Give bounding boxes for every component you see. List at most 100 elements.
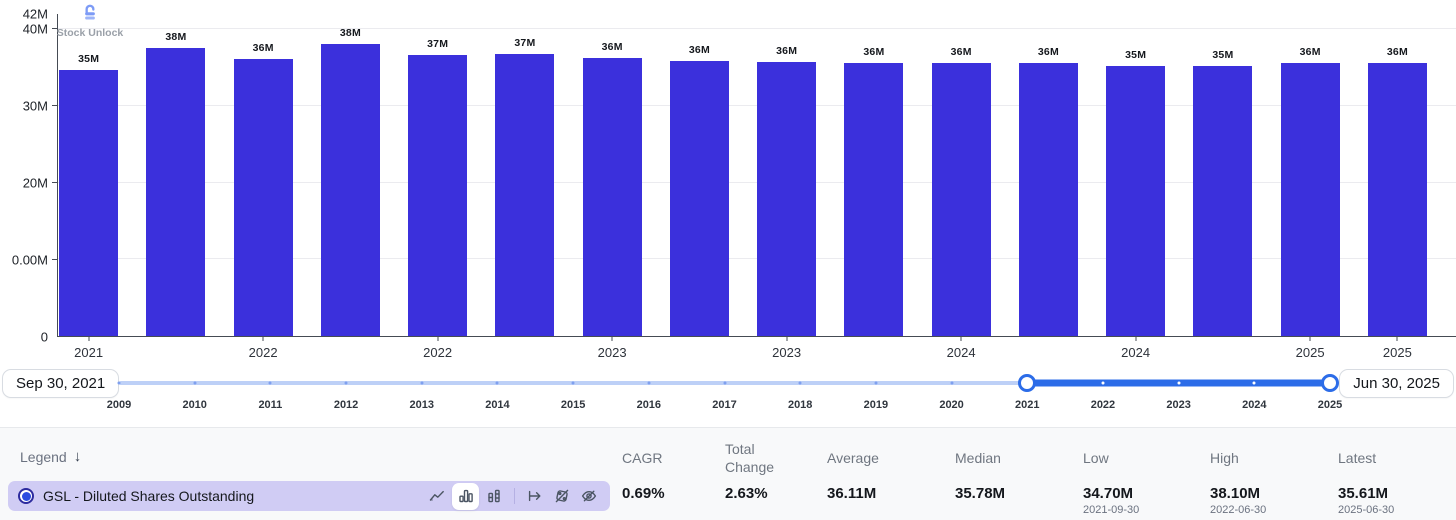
slider-year-dot [117,381,121,385]
bar-2022-03-31[interactable] [233,59,293,336]
sort-descending-icon[interactable]: ↓ [73,448,82,465]
bar-2023-09-30[interactable] [757,62,817,336]
slider-year-label: 2010 [182,399,207,411]
bar-2024-03-31[interactable] [931,63,991,336]
x-axis-label: 2023 [772,345,802,360]
slider-year-dot [495,381,499,385]
y-axis-label: 0.00M [11,252,48,268]
slider-year-dot [647,381,651,385]
series-radio-dot [21,491,31,501]
slider-year-label: 2015 [560,399,586,411]
x-axis-label: 2024 [1121,345,1151,360]
bar-2022-06-30[interactable] [320,43,380,336]
bar-value-label: 36M [776,45,798,58]
slider-year-dot [1101,381,1105,385]
bar-2021-12-31[interactable] [146,47,206,336]
x-tick-mark [1309,336,1311,341]
bar-2023-06-30[interactable] [669,60,729,336]
slider-year-dot [1177,381,1181,385]
bar-value-label: 36M [688,43,710,56]
column-header-low: Low [1083,450,1109,466]
x-tick-mark [437,336,439,341]
bar-2022-09-30[interactable] [408,55,468,336]
series-radio[interactable] [18,488,34,504]
bar-slot: 37M [394,14,481,336]
column-header-total-change: Total Change [725,441,775,475]
right-axis-arrow-icon[interactable] [523,484,547,508]
bar-2024-12-31[interactable] [1193,65,1253,336]
stat-high: 38.10M [1210,485,1261,502]
y-axis-label: 20M [22,175,48,191]
slider-year-label: 2012 [333,399,359,411]
bar-2024-06-30[interactable] [1018,62,1078,336]
bar-value-label: 35M [78,52,100,65]
series-label: GSL - Diluted Shares Outstanding [43,488,255,504]
bar-2023-12-31[interactable] [844,63,904,336]
bar-slot: 38M [307,14,394,336]
bar-2021-09-30[interactable] [59,69,119,336]
slider-year-dot [1252,381,1256,385]
y-axis: 42M 40M 30M 20M 0.00M 0 [0,7,57,345]
brand-watermark: Stock Unlock [56,2,124,39]
chart-region: 42M 40M 30M 20M 0.00M 0 35M 38M 36M 38M 37M 37M 36M… [0,2,1456,366]
bar-value-label: 36M [863,46,885,59]
bar-slot: 35M [1179,14,1266,336]
hide-series-icon[interactable] [577,484,601,508]
column-header-latest: Latest [1338,450,1377,466]
bar-slot: 36M [1354,14,1441,336]
slider-year-label: 2013 [409,399,434,411]
column-header-median: Median [955,450,1001,466]
y-axis-label: 40M [22,21,48,37]
bar-slot: 36M [656,14,743,336]
slider-year-dot [798,381,802,385]
slider-year-dot [874,381,878,385]
line-chart-icon[interactable] [425,484,449,508]
slider-year-dot [723,381,726,385]
slider-handle-end[interactable] [1321,374,1339,392]
bar-value-label: 35M [1212,48,1234,61]
x-tick-mark [1135,336,1137,341]
y-tick-mark [52,182,57,184]
stacked-bar-chart-icon[interactable] [482,484,506,508]
bar-2025-03-31[interactable] [1280,63,1340,336]
bar-2025-06-30[interactable] [1367,63,1427,336]
y-axis-label: 30M [22,98,48,114]
x-axis-label: 2022 [248,345,278,360]
bar-chart-icon[interactable] [452,482,479,510]
x-tick-mark [960,336,962,341]
percent-toggle-icon[interactable] [550,484,574,508]
bar-value-label: 38M [339,26,361,39]
bar-value-label: 37M [514,36,536,49]
bar-slot: 37M [481,14,568,336]
y-axis-label: 0 [40,329,48,345]
bar-2022-12-31[interactable] [495,53,555,336]
bar-slot: 36M [743,14,830,336]
bar-value-label: 36M [1299,46,1321,59]
bar-2023-03-31[interactable] [582,58,642,336]
slider-year-dot [420,381,424,385]
bar-2024-09-30[interactable] [1106,66,1166,336]
x-axis: 2021 2022 2022 2023 2023 2024 2024 2025 2025 [45,336,1441,366]
slider-year-label: 2017 [712,399,737,411]
x-tick-mark [1396,336,1398,341]
stat-low: 34.70M [1083,485,1134,502]
stat-total-change: 2.63% [725,485,768,502]
slider-year-label: 2016 [636,399,662,411]
bar-slot: 36M [220,14,307,336]
x-axis-label: 2024 [946,345,976,360]
slider-year-label: 2023 [1166,399,1191,411]
stat-cagr: 0.69% [622,485,665,502]
legend-header-label: Legend [20,448,67,465]
start-date-box[interactable]: Sep 30, 2021 [2,369,120,398]
bar-slot: 36M [569,14,656,336]
bar-value-label: 36M [950,46,972,59]
legend-header: Legend ↓ [20,448,81,465]
slider-handle-start[interactable] [1018,374,1037,392]
series-row[interactable]: GSL - Diluted Shares Outstanding [8,481,610,511]
end-date-box[interactable]: Jun 30, 2025 [1339,369,1454,398]
slider-year-dot [193,381,197,385]
gridline [58,105,1456,106]
bar-value-label: 35M [1125,49,1147,62]
slider-year-dot [268,381,272,385]
bar-slot: 36M [1267,14,1354,336]
